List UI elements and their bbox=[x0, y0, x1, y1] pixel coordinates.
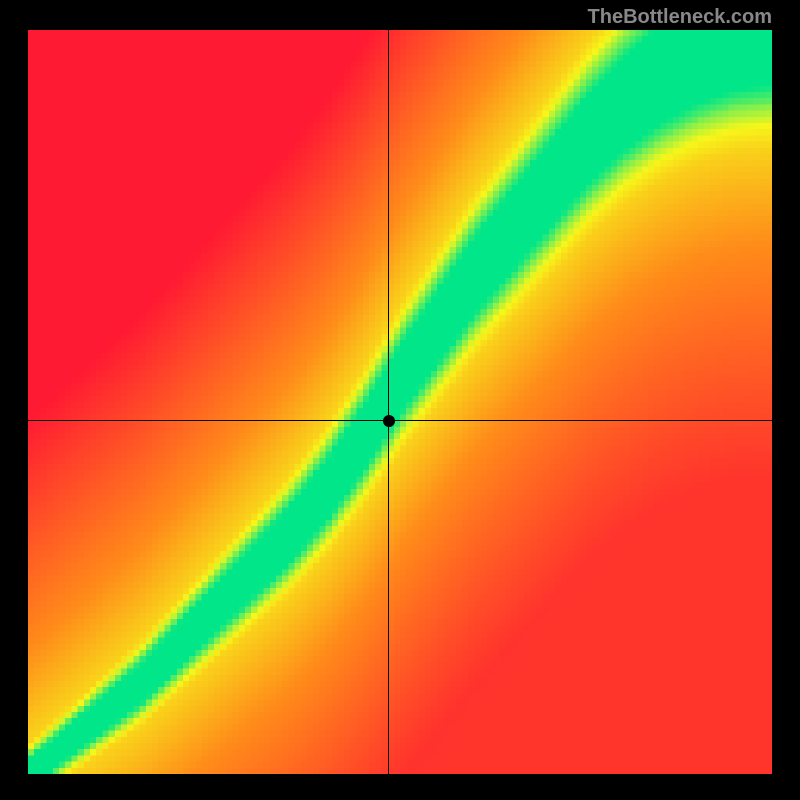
marker-point bbox=[383, 415, 395, 427]
crosshair-horizontal bbox=[28, 420, 772, 421]
watermark-text: TheBottleneck.com bbox=[588, 6, 772, 29]
heatmap-canvas bbox=[28, 30, 772, 774]
chart-container: TheBottleneck.com bbox=[0, 0, 800, 800]
heatmap-plot bbox=[28, 30, 772, 774]
crosshair-vertical bbox=[388, 30, 389, 774]
